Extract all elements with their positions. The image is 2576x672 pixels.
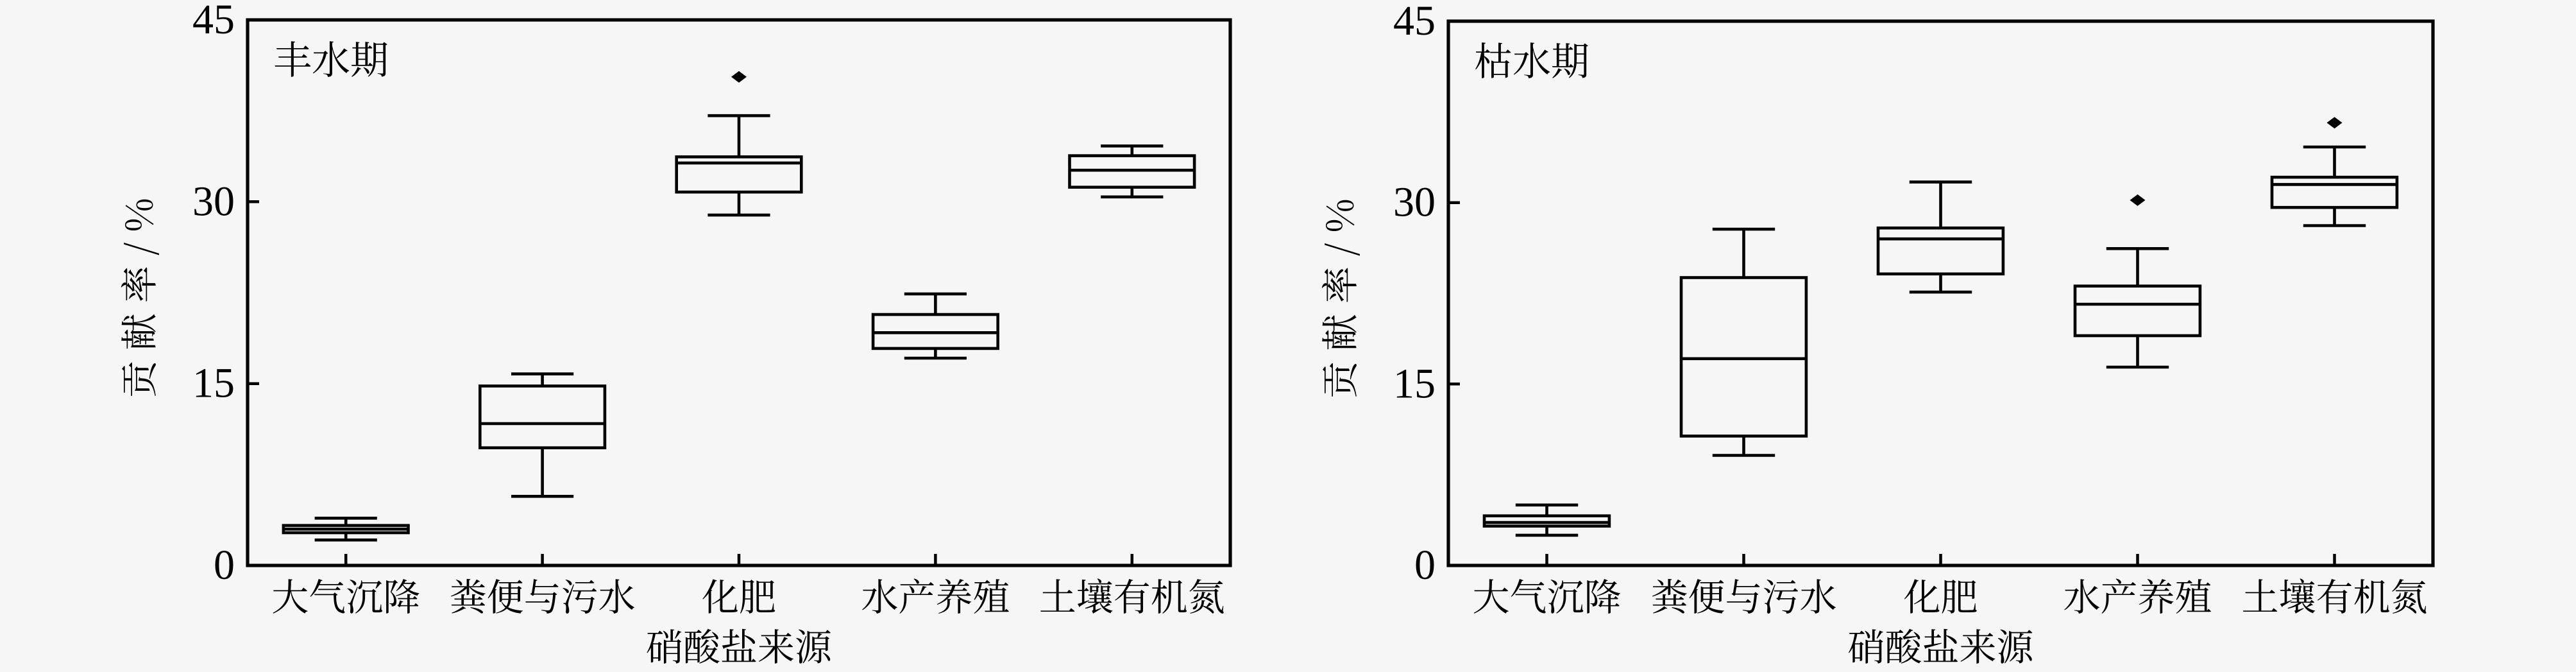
svg-text:贡献率/%: 贡献率/%: [1310, 188, 1364, 399]
svg-text:15: 15: [1393, 360, 1436, 407]
svg-text:粪便与污水: 粪便与污水: [450, 567, 636, 621]
svg-text:大气沉降: 大气沉降: [271, 567, 420, 621]
svg-text:0: 0: [1414, 542, 1436, 589]
svg-text:45: 45: [192, 0, 235, 43]
svg-text:化肥: 化肥: [702, 567, 776, 621]
svg-text:30: 30: [1393, 179, 1436, 226]
svg-text:枯水期: 枯水期: [1474, 31, 1589, 87]
svg-text:化肥: 化肥: [1903, 567, 1978, 621]
svg-text:粪便与污水: 粪便与污水: [1650, 567, 1836, 621]
svg-text:丰水期: 丰水期: [273, 30, 389, 85]
svg-text:硝酸盐来源: 硝酸盐来源: [1847, 617, 2034, 671]
svg-text:15: 15: [192, 360, 235, 407]
svg-text:0: 0: [214, 542, 235, 589]
svg-text:土壤有机氮: 土壤有机氮: [2241, 567, 2427, 621]
svg-text:大气沉降: 大气沉降: [1472, 567, 1621, 621]
svg-text:水产养殖: 水产养殖: [2063, 567, 2212, 621]
svg-text:硝酸盐来源: 硝酸盐来源: [646, 617, 833, 671]
svg-text:45: 45: [1393, 0, 1436, 44]
svg-text:水产养殖: 水产养殖: [861, 567, 1010, 621]
svg-text:土壤有机氮: 土壤有机氮: [1039, 567, 1225, 621]
svg-text:贡献率/%: 贡献率/%: [110, 187, 164, 398]
svg-text:30: 30: [192, 178, 235, 225]
